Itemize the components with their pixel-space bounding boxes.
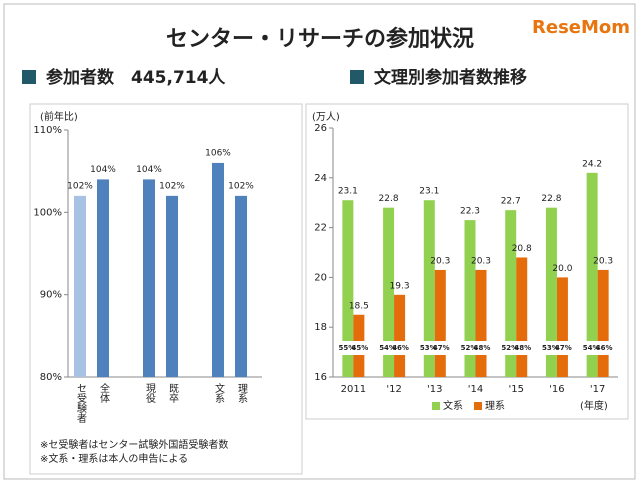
value-label: 102% xyxy=(228,181,254,191)
bar xyxy=(342,200,354,377)
bar xyxy=(556,277,568,377)
note: ※文系・理系は本人の申告による xyxy=(40,452,188,465)
share-label: 48% xyxy=(474,344,491,352)
logo: ReseMom xyxy=(532,17,630,38)
x-tick-label: '12 xyxy=(386,384,401,395)
bar xyxy=(545,207,557,377)
bullet xyxy=(350,70,364,84)
bar xyxy=(464,220,476,377)
share-label: 54% xyxy=(583,344,600,352)
y-tick-label: 90% xyxy=(40,290,62,301)
slide-title: センター・リサーチの参加状況 xyxy=(166,26,474,52)
bar xyxy=(383,207,395,377)
bar xyxy=(434,269,446,377)
heading: 文理別参加者数推移 xyxy=(374,67,527,88)
panel xyxy=(305,103,629,420)
bar xyxy=(235,195,247,377)
y-tick-label: 16 xyxy=(314,372,327,383)
x-tick-label: '13 xyxy=(427,384,442,395)
share-label: 53% xyxy=(420,344,437,352)
share-label: 54% xyxy=(379,344,396,352)
value-label: 23.1 xyxy=(338,187,358,197)
x-tick-label: セ受験者 xyxy=(75,383,87,424)
value-label: 102% xyxy=(67,181,93,191)
x-tick-label: 理系 xyxy=(236,383,248,403)
value-label: 20.3 xyxy=(593,256,613,266)
bar xyxy=(166,195,178,377)
x-tick-label: 既卒 xyxy=(167,383,179,403)
value-label: 24.2 xyxy=(582,159,602,169)
x-tick-label: '14 xyxy=(468,384,483,395)
x-tick-label: 2011 xyxy=(341,384,366,395)
bar xyxy=(212,162,224,377)
legend-label: 文系 xyxy=(443,399,463,412)
y-tick-label: 26 xyxy=(314,123,327,134)
y-tick-label: 110% xyxy=(33,125,62,136)
value-label: 23.1 xyxy=(419,187,439,197)
panel xyxy=(29,103,303,475)
note: ※セ受験者はセンター試験外国語受験者数 xyxy=(40,438,228,451)
x-axis-label: (年度) xyxy=(580,399,608,412)
bar xyxy=(74,195,86,377)
value-label: 20.0 xyxy=(552,264,572,274)
value-label: 20.8 xyxy=(512,244,532,254)
bar xyxy=(505,210,517,377)
y-axis-label: (万人) xyxy=(312,111,340,123)
value-label: 104% xyxy=(136,165,162,175)
x-tick-label: 現役 xyxy=(144,383,156,404)
value-label: 19.3 xyxy=(390,281,410,291)
axis-break xyxy=(334,341,618,355)
legend-swatch xyxy=(474,402,482,410)
x-tick-label: '17 xyxy=(590,384,605,395)
share-label: 47% xyxy=(433,344,450,352)
share-label: 46% xyxy=(392,344,409,352)
bar xyxy=(143,179,155,377)
y-tick-label: 100% xyxy=(33,207,62,218)
y-tick-label: 22 xyxy=(314,223,327,234)
value-label: 104% xyxy=(90,165,116,175)
bar xyxy=(586,172,598,377)
share-label: 45% xyxy=(351,344,368,352)
y-tick-label: 80% xyxy=(40,372,62,383)
share-label: 52% xyxy=(461,344,478,352)
y-tick-label: 18 xyxy=(314,322,327,333)
bar xyxy=(516,257,528,377)
value-label: 102% xyxy=(159,181,185,191)
y-tick-label: 20 xyxy=(314,272,327,283)
value-label: 20.3 xyxy=(471,256,491,266)
bar xyxy=(423,200,435,377)
value-label: 22.7 xyxy=(501,197,521,207)
y-axis-label: (前年比) xyxy=(40,110,78,123)
share-label: 53% xyxy=(542,344,559,352)
value-label: 20.3 xyxy=(430,256,450,266)
value-label: 22.3 xyxy=(460,207,480,217)
bar xyxy=(475,269,487,377)
value-label: 18.5 xyxy=(349,301,369,311)
bar xyxy=(597,269,609,377)
value-label: 22.8 xyxy=(379,194,399,204)
share-label: 46% xyxy=(596,344,613,352)
x-tick-label: 全体 xyxy=(98,382,110,404)
legend-swatch xyxy=(432,402,440,410)
share-label: 48% xyxy=(514,344,531,352)
value-label: 22.8 xyxy=(541,194,561,204)
share-label: 52% xyxy=(501,344,518,352)
x-tick-label: '15 xyxy=(508,384,523,395)
legend-label: 理系 xyxy=(485,400,505,412)
value-label: 106% xyxy=(205,148,231,158)
bar xyxy=(97,179,109,377)
heading: 参加者数 445,714人 xyxy=(46,67,226,88)
slide-frame xyxy=(3,3,636,480)
share-label: 47% xyxy=(555,344,572,352)
x-tick-label: 文系 xyxy=(213,382,225,403)
bullet xyxy=(22,70,36,84)
y-tick-label: 24 xyxy=(314,173,327,184)
share-label: 55% xyxy=(338,344,355,352)
x-tick-label: '16 xyxy=(549,384,564,395)
bar xyxy=(394,294,406,377)
